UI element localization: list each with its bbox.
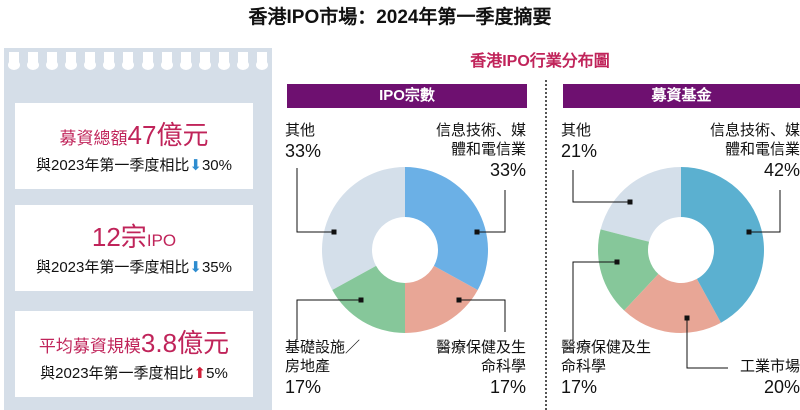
divider <box>545 80 547 410</box>
label-right-industrial: 工業市場 20% <box>739 358 800 397</box>
arrow-down-icon: ⬇ <box>189 259 202 276</box>
arrow-up-icon: ⬆ <box>193 365 207 382</box>
page-title: 香港IPO市場：2024年第一季度摘要 <box>248 7 552 28</box>
label-right-other: 其他 21% <box>561 122 598 161</box>
card-label: 募資總額 <box>59 129 128 148</box>
leader-dot <box>331 229 337 235</box>
donut-slice-0-2 <box>332 265 405 333</box>
card-compare: 與2023年第一季度相比 <box>36 157 190 174</box>
card-label: 平均募資規模 <box>38 337 141 356</box>
donut-slice-0-3 <box>321 167 405 290</box>
arrow-down-icon: ⬇ <box>189 157 202 174</box>
card-compare: 與2023年第一季度相比 <box>40 365 194 382</box>
leader-dot <box>614 259 620 265</box>
chart-title-ipo-count: IPO宗數 <box>287 84 527 108</box>
chart-title-funds-raised: 募資基金 <box>563 84 800 108</box>
label-right-it: 信息技術、媒體和電信業 42% <box>709 122 800 180</box>
donut-slice-1-3 <box>600 167 681 242</box>
leader-dot <box>746 229 752 235</box>
label-right-health: 醫療保健及生命科學 17% <box>561 339 652 397</box>
donut-slice-0-1 <box>405 265 478 333</box>
summary-card-average-size: 平均募資規模3.8億元 與2023年第一季度相比⬆5% <box>15 311 253 397</box>
label-left-infra: 基礎設施／房地產 17% <box>285 339 361 397</box>
donut-slice-1-1 <box>624 274 721 333</box>
summary-card-total-raised: 募資總額47億元 與2023年第一季度相比⬇30% <box>15 103 253 189</box>
leader-dot <box>627 199 633 205</box>
card-value: 3.8億元 <box>140 328 230 358</box>
label-left-health: 醫療保健及生命科學 17% <box>436 339 527 397</box>
card-compare: 與2023年第一季度相比 <box>36 259 190 276</box>
card-change: 5% <box>206 365 228 382</box>
donut-slice-1-0 <box>681 167 764 323</box>
leader-dot <box>358 297 364 303</box>
leader-dot <box>474 229 480 235</box>
card-value: 47億元 <box>127 120 209 150</box>
card-change: 30% <box>201 157 232 174</box>
card-suffix: IPO <box>146 231 177 250</box>
card-change: 35% <box>201 259 232 276</box>
label-left-other: 其他 33% <box>285 122 322 161</box>
notebook-holes <box>4 52 272 72</box>
card-value: 12宗 <box>91 222 147 252</box>
label-left-it: 信息技術、媒體和電信業 33% <box>435 122 526 180</box>
leader-dot <box>684 315 690 321</box>
section-title: 香港IPO行業分布圖 <box>470 53 610 70</box>
donut-slice-0-0 <box>405 167 489 290</box>
donut-slice-1-2 <box>598 229 659 311</box>
summary-card-ipo-count: 12宗IPO 與2023年第一季度相比⬇35% <box>15 205 253 291</box>
leader-dot <box>456 297 462 303</box>
